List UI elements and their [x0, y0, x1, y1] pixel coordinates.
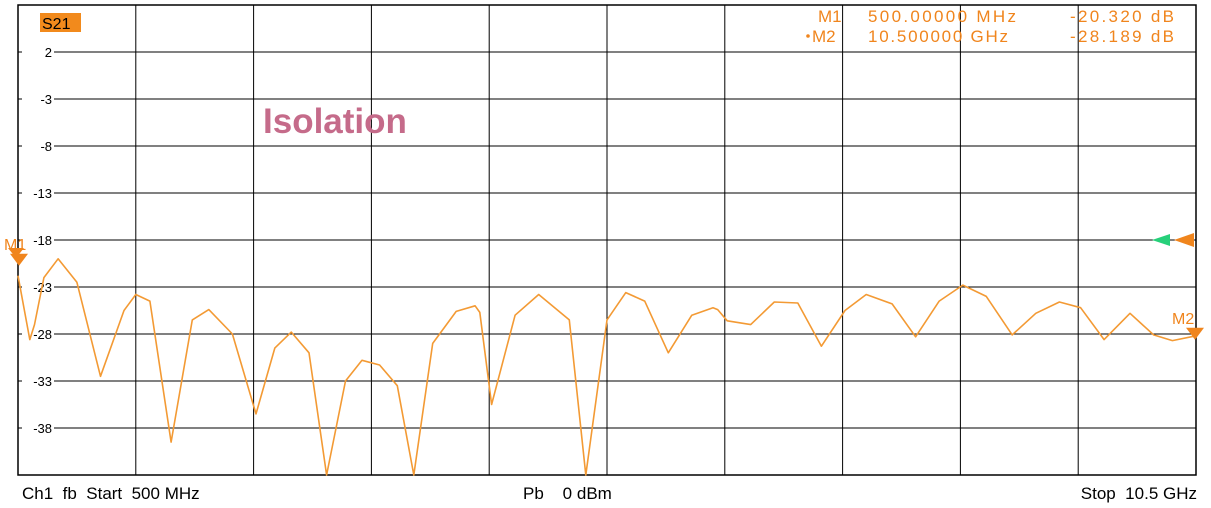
trace-label: S21 [42, 16, 71, 33]
active-marker-dot [806, 34, 810, 38]
y-tick-label: -28 [33, 327, 52, 342]
y-tick-label-bg [22, 44, 54, 60]
footer-power: Pb 0 dBm [523, 484, 612, 503]
y-tick-label: -38 [33, 421, 52, 436]
m2-value: -28.189 dB [1070, 27, 1174, 46]
footer: Ch1 fb Start 500 MHz Pb 0 dBm Stop 10.5 … [22, 484, 1197, 503]
m1-frequency: 500.00000 MHz [868, 7, 1016, 26]
trace-label-badge[interactable]: S21 [40, 13, 81, 33]
y-axis: 2-3-8-13-18-23-28-33-38 [22, 44, 54, 436]
y-tick-label-bg [22, 420, 54, 436]
y-tick-label: -8 [40, 139, 52, 154]
ref-left-arrow [8, 248, 24, 258]
trace-label-bg [40, 13, 81, 32]
m1-label: M1 [818, 7, 842, 26]
m2-marker-tag: M2 [1172, 311, 1194, 328]
y-tick-label-bg [22, 232, 54, 248]
y-tick-label-bg [22, 373, 54, 389]
m1-marker-triangle[interactable] [10, 253, 28, 266]
y-tick-label: -3 [40, 92, 52, 107]
y-tick-label: -18 [33, 233, 52, 248]
grid [18, 5, 1196, 475]
y-tick-label-bg [22, 138, 54, 154]
y-tick-label: -33 [33, 374, 52, 389]
reference-level-indicator[interactable] [8, 233, 1194, 258]
isolation-annotation: Isolation [263, 102, 407, 141]
plot-frame [17, 4, 1197, 476]
s21-trace [17, 258, 1197, 476]
m1-value: -20.320 dB [1070, 7, 1174, 26]
m2-frequency: 10.500000 GHz [868, 27, 1008, 46]
y-tick-label-bg [22, 91, 54, 107]
y-tick-label-bg [22, 185, 54, 201]
y-tick-label: -13 [33, 186, 52, 201]
y-tick-label-bg [22, 279, 54, 295]
y-tick-label: 2 [45, 45, 52, 60]
ref-green-arrow-icon [1152, 234, 1170, 246]
footer-stop: Stop 10.5 GHz [1081, 484, 1197, 503]
m2-marker-triangle[interactable] [1186, 327, 1204, 340]
marker-readout: M1 500.00000 MHz -20.320 dB M2 10.500000… [806, 7, 1174, 46]
ref-orange-arrow-icon [1174, 233, 1194, 247]
footer-start: Ch1 fb Start 500 MHz [22, 484, 200, 503]
m2-label: M2 [812, 27, 836, 46]
